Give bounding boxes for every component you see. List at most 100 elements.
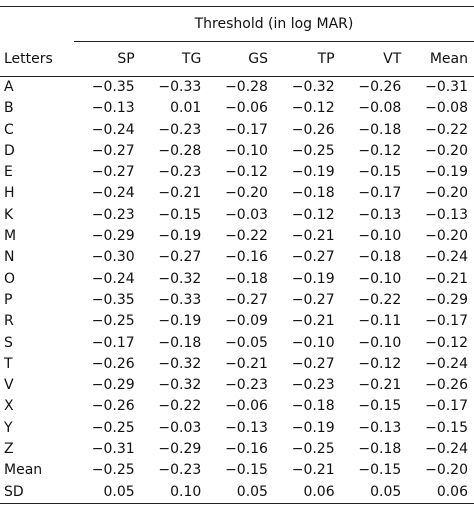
table-cell: −0.21	[291, 313, 335, 330]
row-label: Z	[4, 441, 14, 458]
table-cell: −0.08	[358, 100, 402, 117]
table-cell: 0.01	[170, 100, 202, 117]
table-cell: −0.32	[158, 270, 202, 287]
table-cell: −0.19	[158, 228, 202, 245]
table-row: K −0.23 −0.15 −0.03 −0.12 −0.13 −0.13	[0, 205, 474, 226]
table-cell: −0.23	[158, 164, 202, 181]
table-cell: −0.19	[291, 419, 335, 436]
table-row: X −0.26 −0.22 −0.06 −0.18 −0.15 −0.17	[0, 396, 474, 417]
table-cell: −0.26	[91, 355, 135, 372]
table-cell: −0.12	[425, 334, 468, 351]
table-cell: −0.21	[158, 185, 202, 202]
table-body: A −0.35 −0.33 −0.28 −0.32 −0.26 −0.31 B −0.13 0.0…	[0, 77, 474, 504]
table-cell: −0.13	[358, 419, 402, 436]
table-cell: −0.27	[291, 355, 335, 372]
table-cell: −0.12	[358, 355, 402, 372]
row-label: D	[4, 142, 15, 159]
table-row: V −0.29 −0.32 −0.23 −0.23 −0.21 −0.26	[0, 375, 474, 396]
table-cell: −0.24	[91, 270, 135, 287]
row-label: P	[4, 291, 13, 308]
table-cell: −0.25	[91, 313, 135, 330]
table-cell: −0.15	[225, 462, 268, 479]
table-cell: −0.23	[291, 377, 335, 394]
column-header: VT	[340, 41, 408, 77]
table-cell: −0.19	[158, 313, 202, 330]
table-cell: −0.18	[358, 121, 402, 138]
table-row: S −0.17 −0.18 −0.05 −0.10 −0.10 −0.12	[0, 333, 474, 354]
table-cell: −0.32	[158, 377, 202, 394]
group-header-row: Threshold (in log MAR)	[0, 6, 474, 42]
table-cell: −0.11	[358, 313, 402, 330]
table-cell: −0.32	[291, 79, 335, 95]
table-cell: −0.24	[91, 185, 135, 202]
table-cell: −0.32	[158, 355, 202, 372]
table-cell: −0.12	[291, 206, 335, 223]
table-cell: −0.23	[91, 206, 135, 223]
table-row: A −0.35 −0.33 −0.28 −0.32 −0.26 −0.31	[0, 77, 474, 99]
row-label: Y	[4, 419, 13, 436]
table-cell: −0.03	[225, 206, 268, 223]
table-cell: −0.26	[91, 398, 135, 415]
table-cell: −0.10	[358, 270, 402, 287]
column-header: SP	[74, 41, 141, 77]
table-row: B −0.13 0.01 −0.06 −0.12 −0.08 −0.08	[0, 98, 474, 119]
table-cell: −0.18	[291, 185, 335, 202]
table-cell: −0.33	[158, 79, 202, 95]
table-cell: −0.29	[91, 228, 135, 245]
table-cell: −0.12	[225, 164, 268, 181]
table-cell: −0.17	[425, 313, 468, 330]
table-cell: −0.27	[158, 249, 202, 266]
table-cell: −0.19	[425, 164, 468, 181]
row-label: V	[4, 377, 14, 394]
table-cell: −0.27	[291, 291, 335, 308]
table-cell: −0.17	[91, 334, 135, 351]
table-row: Mean −0.25 −0.23 −0.15 −0.21 −0.15 −0.20	[0, 460, 474, 481]
table-cell: −0.31	[91, 441, 135, 458]
table-cell: −0.24	[425, 249, 468, 266]
table-cell: −0.20	[425, 185, 468, 202]
table-cell: −0.22	[358, 291, 402, 308]
table-cell: −0.24	[425, 441, 468, 458]
table-cell: −0.17	[358, 185, 402, 202]
table-cell: −0.09	[225, 313, 268, 330]
table-row: N −0.30 −0.27 −0.16 −0.27 −0.18 −0.24	[0, 247, 474, 268]
table-cell: −0.17	[225, 121, 268, 138]
row-label: E	[4, 164, 13, 181]
table-cell: −0.22	[425, 121, 468, 138]
table-cell: −0.29	[91, 377, 135, 394]
column-header: TG	[140, 41, 208, 77]
table-cell: −0.10	[291, 334, 335, 351]
table-cell: −0.23	[158, 121, 202, 138]
table-cell: 0.05	[207, 481, 274, 504]
table-row: SD 0.05 0.10 0.05 0.06 0.05 0.06	[0, 481, 474, 504]
threshold-table: Threshold (in log MAR) Letters SP TG GS …	[0, 6, 474, 504]
table-cell: −0.06	[225, 100, 268, 117]
table-cell: −0.10	[358, 228, 402, 245]
row-label: B	[4, 100, 14, 117]
table-cell: −0.15	[358, 164, 402, 181]
row-label: A	[4, 79, 14, 95]
table-cell: −0.25	[91, 462, 135, 479]
table-cell: −0.15	[358, 398, 402, 415]
table-cell: −0.13	[425, 206, 468, 223]
table-cell: −0.21	[225, 355, 268, 372]
row-label: K	[4, 206, 14, 223]
table-cell: −0.10	[225, 142, 268, 159]
row-label: T	[4, 355, 13, 372]
table-cell: −0.20	[225, 185, 268, 202]
table-cell: −0.33	[158, 291, 202, 308]
table-cell: 0.05	[74, 481, 141, 504]
table-row: M −0.29 −0.19 −0.22 −0.21 −0.10 −0.20	[0, 226, 474, 247]
table-cell: −0.24	[91, 121, 135, 138]
table-cell: −0.25	[291, 441, 335, 458]
row-label: C	[4, 121, 14, 138]
table-row: E −0.27 −0.23 −0.12 −0.19 −0.15 −0.19	[0, 162, 474, 183]
row-label: X	[4, 398, 14, 415]
table-row: T −0.26 −0.32 −0.21 −0.27 −0.12 −0.24	[0, 354, 474, 375]
table-cell: 0.06	[273, 481, 341, 504]
table-cell: −0.16	[225, 441, 268, 458]
table-cell: −0.19	[291, 270, 335, 287]
row-label: S	[4, 334, 13, 351]
table-cell: −0.28	[225, 79, 268, 95]
